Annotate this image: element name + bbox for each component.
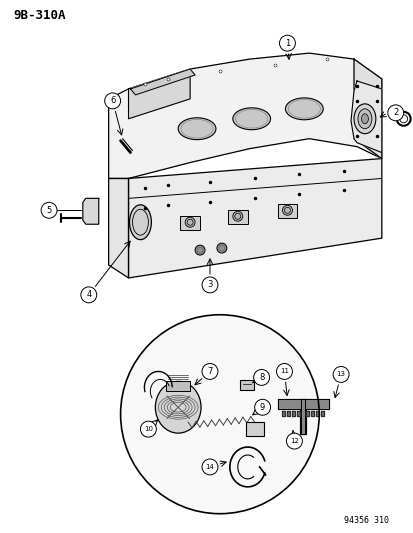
- Circle shape: [120, 315, 318, 514]
- Circle shape: [232, 211, 242, 221]
- FancyBboxPatch shape: [245, 422, 263, 436]
- Polygon shape: [108, 53, 381, 179]
- Polygon shape: [108, 179, 128, 278]
- Polygon shape: [130, 69, 195, 95]
- Polygon shape: [350, 81, 381, 152]
- Circle shape: [202, 364, 217, 379]
- Text: 5: 5: [46, 206, 52, 215]
- Circle shape: [216, 243, 226, 253]
- FancyBboxPatch shape: [227, 211, 247, 224]
- Circle shape: [140, 421, 156, 437]
- Text: 4: 4: [86, 290, 91, 300]
- FancyBboxPatch shape: [239, 381, 253, 390]
- Text: 2: 2: [392, 108, 397, 117]
- Text: 9B-310A: 9B-310A: [13, 10, 66, 22]
- Polygon shape: [306, 411, 309, 416]
- Ellipse shape: [129, 205, 151, 240]
- FancyBboxPatch shape: [277, 204, 297, 218]
- Polygon shape: [277, 399, 305, 434]
- Text: 11: 11: [279, 368, 288, 375]
- Circle shape: [104, 93, 120, 109]
- Polygon shape: [292, 411, 295, 416]
- Ellipse shape: [285, 98, 323, 120]
- Text: 1: 1: [284, 39, 290, 47]
- Circle shape: [253, 369, 269, 385]
- Text: 12: 12: [289, 438, 298, 444]
- Polygon shape: [353, 59, 381, 158]
- Ellipse shape: [232, 108, 270, 130]
- FancyBboxPatch shape: [180, 216, 199, 230]
- Circle shape: [254, 399, 270, 415]
- Text: 10: 10: [144, 426, 152, 432]
- Ellipse shape: [155, 382, 201, 433]
- Polygon shape: [128, 69, 190, 119]
- Polygon shape: [297, 411, 300, 416]
- Ellipse shape: [353, 104, 375, 134]
- Ellipse shape: [361, 114, 368, 124]
- Circle shape: [81, 287, 97, 303]
- Circle shape: [387, 105, 403, 121]
- Text: 3: 3: [207, 280, 212, 289]
- Ellipse shape: [357, 109, 371, 129]
- Circle shape: [276, 364, 292, 379]
- Circle shape: [286, 433, 301, 449]
- Text: 14: 14: [205, 464, 214, 470]
- Polygon shape: [83, 198, 98, 224]
- Text: 9: 9: [259, 403, 265, 412]
- Circle shape: [332, 367, 348, 382]
- Ellipse shape: [178, 118, 216, 140]
- Polygon shape: [320, 411, 323, 416]
- Polygon shape: [301, 399, 328, 434]
- Polygon shape: [316, 411, 318, 416]
- Text: 13: 13: [336, 372, 345, 377]
- Text: 6: 6: [110, 96, 115, 106]
- Polygon shape: [287, 411, 290, 416]
- Text: 94356 310: 94356 310: [343, 515, 388, 524]
- Text: 8: 8: [258, 373, 263, 382]
- Polygon shape: [282, 411, 285, 416]
- Circle shape: [279, 35, 295, 51]
- Circle shape: [202, 459, 217, 475]
- Circle shape: [195, 245, 204, 255]
- Circle shape: [185, 217, 195, 227]
- Text: 7: 7: [207, 367, 212, 376]
- FancyBboxPatch shape: [166, 382, 190, 391]
- Polygon shape: [311, 411, 313, 416]
- Circle shape: [202, 277, 217, 293]
- Circle shape: [41, 203, 57, 218]
- Circle shape: [282, 205, 292, 215]
- Polygon shape: [128, 158, 381, 278]
